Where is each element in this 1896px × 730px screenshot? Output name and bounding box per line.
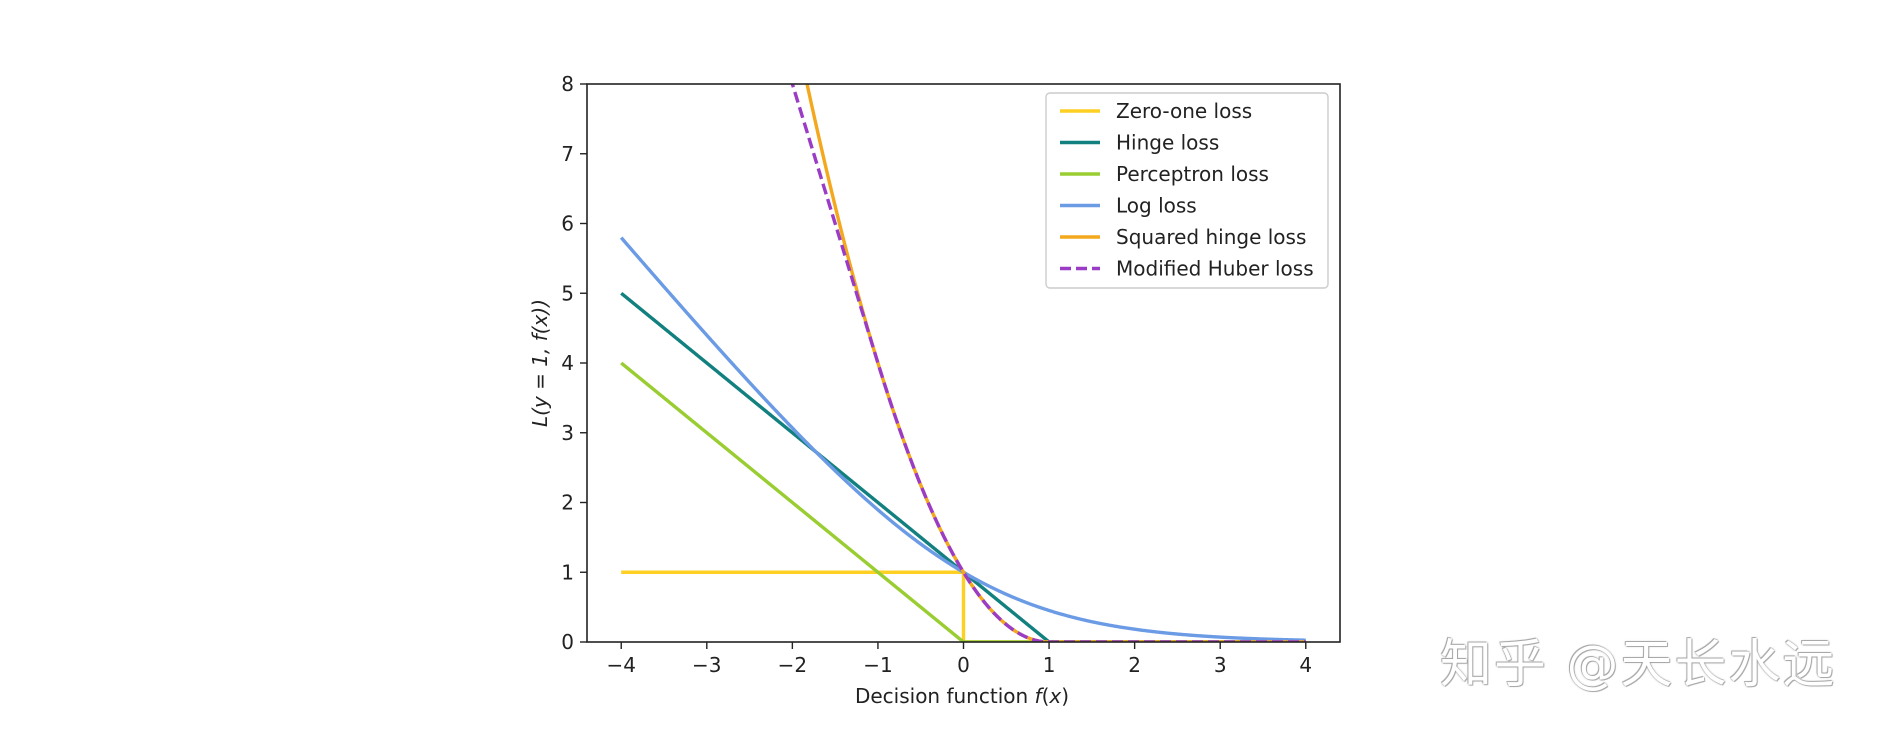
- series-line-zero-one: [621, 570, 1306, 642]
- y-tick-label: 5: [561, 281, 574, 305]
- x-tick-label: 2: [1128, 653, 1141, 677]
- x-tick-label: −2: [778, 653, 807, 677]
- x-axis-label: Decision function f(x): [855, 684, 1069, 708]
- x-tick-label: 1: [1043, 653, 1056, 677]
- y-tick-label: 2: [561, 491, 574, 515]
- y-tick-label: 0: [561, 630, 574, 654]
- x-tick-label: −4: [606, 653, 635, 677]
- y-tick-label: 1: [561, 560, 574, 584]
- y-axis-label: L(y = 1, f(x)): [528, 299, 552, 427]
- series-line-squared-hinge: [805, 84, 1307, 642]
- legend-label: Modified Huber loss: [1116, 257, 1314, 281]
- series-layer: [619, 84, 1307, 642]
- legend-label: Hinge loss: [1116, 131, 1219, 155]
- series-line-perceptron: [620, 361, 1307, 642]
- y-tick-label: 6: [561, 212, 574, 236]
- x-tick-label: 3: [1214, 653, 1227, 677]
- legend-label: Zero-one loss: [1116, 99, 1252, 123]
- watermark: 知乎 @天长水远: [1440, 635, 1837, 695]
- y-axis: 0 1 2 3 4 5 6 7 8: [561, 72, 587, 654]
- y-tick-label: 4: [561, 351, 574, 375]
- legend-box: [1045, 92, 1329, 289]
- x-axis: −4 −3 −2 −1 0 1 2 3 4: [606, 642, 1312, 677]
- legend-label: Squared hinge loss: [1116, 225, 1306, 249]
- legend-label: Log loss: [1116, 194, 1197, 218]
- legend-label: Perceptron loss: [1116, 162, 1269, 186]
- x-tick-label: 0: [957, 653, 970, 677]
- x-tick-label: −3: [692, 653, 721, 677]
- y-tick-label: 7: [561, 142, 574, 166]
- legend: Zero-one loss Hinge loss Perceptron loss Lo…: [1045, 92, 1329, 289]
- x-tick-label: 4: [1299, 653, 1312, 677]
- y-tick-label: 3: [561, 421, 574, 445]
- y-tick-label: 8: [561, 72, 574, 96]
- x-tick-label: −1: [863, 653, 892, 677]
